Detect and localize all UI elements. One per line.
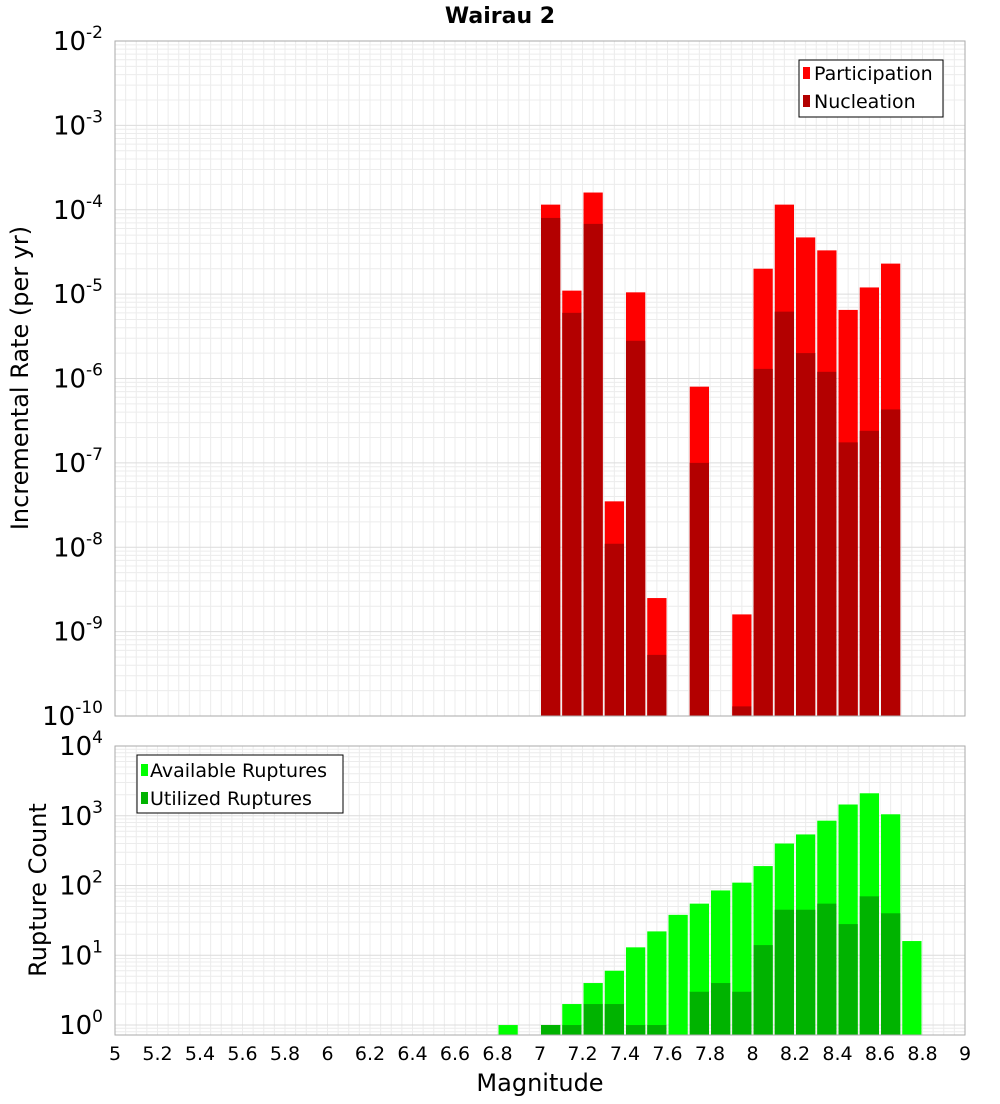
utilized-ruptures-bar [753,945,773,1035]
bottom-y-axis-label: Rupture Count [24,803,52,977]
nucleation-legend-swatch [803,95,810,107]
top-bars [541,192,901,717]
bottom-y-tick-label: 101 [59,937,103,971]
x-tick-label: 7.4 [610,1043,640,1065]
top-grid [114,41,966,717]
utilized-ruptures-bar [859,896,879,1035]
x-tick-label: 5.8 [270,1043,300,1065]
bottom-y-tick-labels: 100 101 102 103 104 [59,728,103,1041]
top-legend: Participation Nucleation [798,59,944,118]
nucleation-bar [859,430,879,716]
nucleation-bar [541,217,561,716]
utilized-ruptures-bar [647,1025,667,1035]
participation-bar [732,614,752,716]
x-tick-label: 8 [746,1043,758,1065]
x-tick-label: 8.8 [907,1043,937,1065]
x-tick-label: 5.2 [142,1043,172,1065]
participation-legend-swatch [803,67,810,79]
nucleation-bar [817,371,837,716]
available-ruptures-bar [498,1025,518,1035]
utilized-ruptures-bar [711,983,731,1035]
top-y-tick-label: 10-7 [53,445,103,479]
available-legend-label: Available Ruptures [150,760,327,782]
nucleation-bar [689,462,709,716]
nucleation-bar [604,543,624,716]
top-plot-frame [114,40,966,717]
x-tick-label: 5 [109,1043,121,1065]
utilized-ruptures-bar [732,991,752,1035]
utilized-ruptures-bar [817,903,837,1035]
top-y-tick-label: 10-6 [53,361,103,395]
x-tick-label: 7 [534,1043,546,1065]
participation-legend-label: Participation [814,63,933,85]
nucleation-bar [774,311,794,716]
x-tick-label: 7.2 [567,1043,597,1065]
utilized-legend-swatch [141,792,148,804]
nucleation-bar [626,340,646,716]
nucleation-bar [732,706,752,716]
utilized-ruptures-bar [583,1004,603,1035]
top-legend-box [798,59,944,118]
chart-title: Wairau 2 [445,4,555,29]
utilized-ruptures-bar [626,1025,646,1035]
top-y-tick-label: 10-8 [53,529,103,563]
bottom-bars [498,793,922,1035]
x-tick-label: 8.2 [780,1043,810,1065]
utilized-legend-label: Utilized Ruptures [150,788,312,810]
x-tick-label: 6.8 [482,1043,512,1065]
nucleation-bar [796,353,816,716]
top-y-tick-label: 10-5 [53,276,103,310]
bottom-y-tick-label: 103 [59,798,103,832]
x-tick-label: 7.6 [652,1043,682,1065]
utilized-ruptures-bar [541,1025,561,1035]
top-y-tick-labels: 10-10 10-9 10-8 10-7 10-6 10-5 10-4 10-3 10-2 [42,23,103,732]
utilized-ruptures-bar [838,924,858,1035]
x-tick-label: 5.4 [185,1043,215,1065]
bottom-y-tick-label: 102 [59,868,103,902]
top-y-tick-label: 10-4 [53,192,103,226]
x-tick-label: 5.6 [227,1043,257,1065]
top-y-tick-label: 10-3 [53,107,103,141]
bottom-y-tick-label: 104 [59,728,103,762]
nucleation-bar [753,368,773,716]
x-tick-label: 6.4 [397,1043,427,1065]
utilized-ruptures-bar [689,991,709,1035]
x-tick-label: 8.6 [865,1043,895,1065]
x-tick-label: 6 [321,1043,333,1065]
utilized-ruptures-bar [604,1004,624,1035]
top-y-tick-label: 10-10 [42,698,103,732]
bottom-y-tick-label: 100 [59,1007,103,1041]
available-ruptures-bar [647,931,667,1035]
top-y-axis-label: Incremental Rate (per yr) [6,226,34,530]
x-tick-label: 8.4 [822,1043,852,1065]
bottom-plot-frame [114,745,966,1036]
utilized-ruptures-bar [796,909,816,1035]
available-legend-swatch [141,764,148,776]
available-ruptures-bar [902,941,922,1035]
x-tick-label: 7.8 [695,1043,725,1065]
x-tick-label: 6.6 [440,1043,470,1065]
bottom-legend: Available Ruptures Utilized Ruptures [136,754,344,814]
x-axis-label: Magnitude [476,1069,603,1097]
top-y-tick-label: 10-9 [53,614,103,648]
bottom-legend-box [136,754,344,814]
x-tick-label: 9 [959,1043,971,1065]
x-tick-labels: 5 5.2 5.4 5.6 5.8 6 6.2 6.4 6.6 6.8 7 7.2 7.4 7.6 7.8 8… [109,1043,971,1065]
nucleation-bar [647,654,667,716]
nucleation-legend-label: Nucleation [814,91,916,113]
utilized-ruptures-bar [774,909,794,1035]
nucleation-bar [881,409,901,716]
utilized-ruptures-bar [562,1025,582,1035]
utilized-ruptures-bar [881,913,901,1035]
nucleation-bar [838,442,858,716]
available-ruptures-bar [626,947,646,1035]
nucleation-bar [562,312,582,716]
x-tick-label: 6.2 [355,1043,385,1065]
nucleation-bar [583,223,603,716]
available-ruptures-bar [668,914,688,1035]
top-y-tick-label: 10-2 [53,23,103,57]
